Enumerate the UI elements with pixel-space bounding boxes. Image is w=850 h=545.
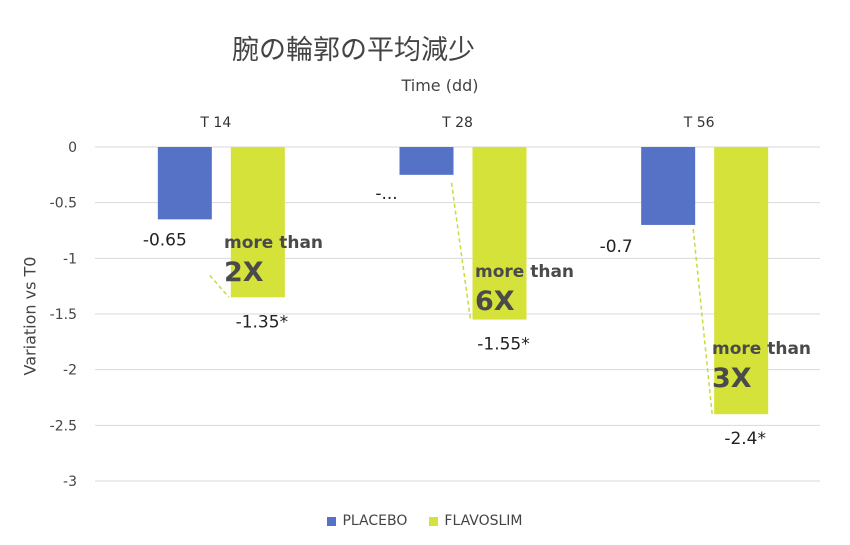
annotation-more-than: more than	[475, 262, 574, 282]
bar-placebo-0	[157, 147, 212, 220]
bar-flavoslim-0	[230, 147, 285, 298]
bar-flavoslim-1	[472, 147, 527, 320]
y-tick-label: -2.5	[50, 418, 77, 434]
data-label-placebo: -0.7	[600, 237, 633, 257]
x-tick-label: T 28	[441, 115, 473, 131]
annotation-multiplier: 3X	[712, 363, 752, 394]
data-label-flavoslim: -1.35*	[236, 312, 289, 332]
legend-swatch-flavoslim	[429, 516, 439, 526]
chart-title: 腕の輪郭の平均減少	[232, 35, 475, 66]
y-tick-label: -0.5	[50, 196, 77, 212]
annotation-more-than: more than	[224, 233, 323, 253]
annotation-multiplier: 6X	[475, 286, 515, 317]
y-tick-label: -2	[63, 363, 77, 379]
data-label-placebo: -...	[375, 184, 397, 204]
data-label-placebo: -0.65	[143, 230, 187, 250]
legend-label-placebo: PLACEBO	[342, 513, 408, 529]
legend-swatch-placebo	[327, 516, 337, 526]
y-tick-label: -1.5	[50, 307, 77, 323]
y-tick-label: 0	[68, 140, 77, 156]
x-tick-label: T 56	[683, 115, 715, 131]
bar-placebo-2	[641, 147, 696, 225]
data-label-flavoslim: -1.55*	[477, 335, 530, 355]
x-axis-title: Time (dd)	[401, 76, 479, 95]
legend-item-placebo: PLACEBO	[327, 513, 407, 529]
y-tick-label: -3	[63, 474, 77, 490]
connector-line	[450, 182, 472, 320]
connector-line	[692, 228, 713, 415]
connector-line	[209, 274, 230, 298]
bar-flavoslim-2	[714, 147, 769, 415]
y-tick-label: -1	[63, 251, 77, 267]
annotation-more-than: more than	[712, 339, 811, 359]
annotation-multiplier: 2X	[224, 257, 264, 288]
x-tick-label: T 14	[199, 115, 231, 131]
bar-placebo-1	[399, 147, 454, 175]
data-label-flavoslim: -2.4*	[724, 429, 766, 449]
legend-label-flavoslim: FLAVOSLIM	[444, 513, 523, 529]
legend-item-flavoslim: FLAVOSLIM	[429, 513, 523, 529]
legend: PLACEBO FLAVOSLIM	[0, 513, 850, 529]
